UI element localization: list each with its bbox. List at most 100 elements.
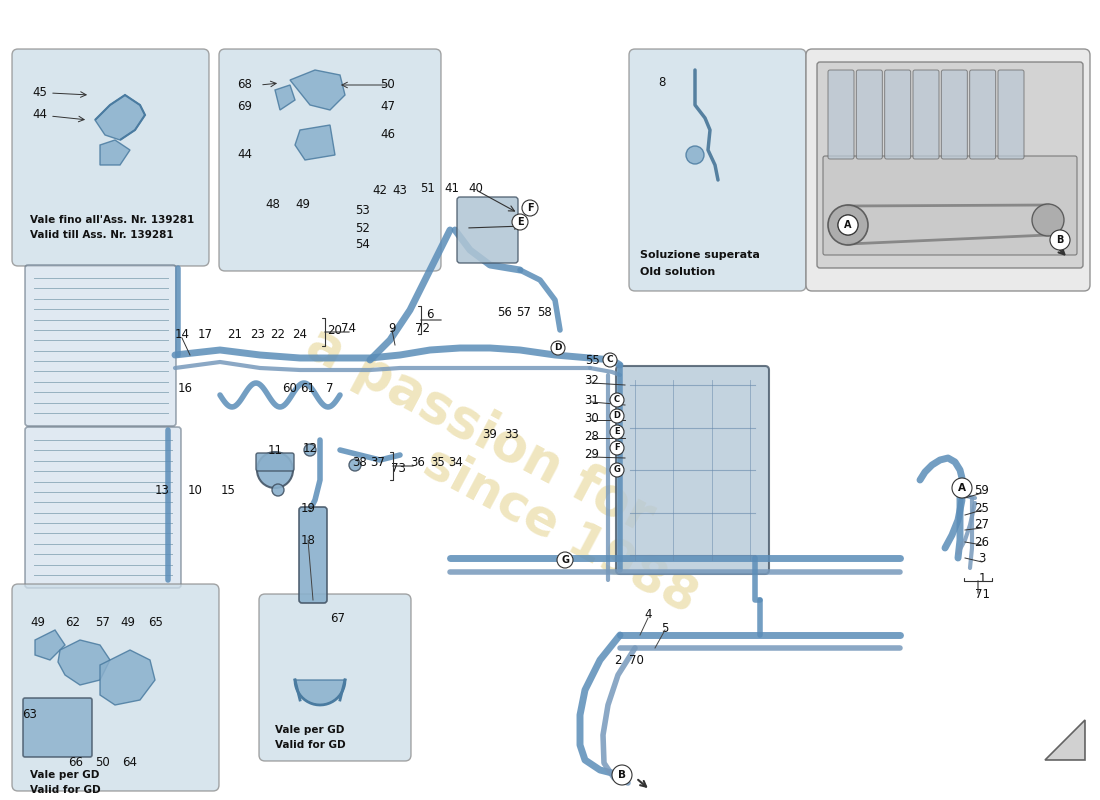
Text: 42: 42 xyxy=(373,183,387,197)
Text: 11: 11 xyxy=(267,443,283,457)
Text: 15: 15 xyxy=(221,483,235,497)
Text: 13: 13 xyxy=(155,483,169,497)
Text: 49: 49 xyxy=(120,615,135,629)
Text: 56: 56 xyxy=(497,306,513,318)
Text: F: F xyxy=(614,443,619,453)
Text: Soluzione superata: Soluzione superata xyxy=(640,250,760,260)
Text: since 1988: since 1988 xyxy=(415,438,705,622)
FancyBboxPatch shape xyxy=(616,366,769,574)
Text: 47: 47 xyxy=(379,101,395,114)
Text: 27: 27 xyxy=(975,518,990,531)
Polygon shape xyxy=(295,680,345,705)
Text: F: F xyxy=(527,203,534,213)
Text: 21: 21 xyxy=(228,329,242,342)
Polygon shape xyxy=(295,125,336,160)
Text: 26: 26 xyxy=(975,535,990,549)
Text: E: E xyxy=(614,427,619,437)
Text: 60: 60 xyxy=(283,382,297,394)
Circle shape xyxy=(612,765,632,785)
Text: 68: 68 xyxy=(236,78,252,91)
Circle shape xyxy=(952,478,972,498)
Text: 41: 41 xyxy=(444,182,460,194)
Text: 38: 38 xyxy=(353,455,367,469)
Polygon shape xyxy=(275,85,295,110)
Text: D: D xyxy=(554,343,562,353)
Text: 23: 23 xyxy=(251,329,265,342)
Text: 18: 18 xyxy=(300,534,316,546)
Text: Old solution: Old solution xyxy=(640,267,715,277)
FancyBboxPatch shape xyxy=(942,70,967,159)
Text: Vale fino all'Ass. Nr. 139281: Vale fino all'Ass. Nr. 139281 xyxy=(30,215,195,225)
FancyBboxPatch shape xyxy=(219,49,441,271)
Text: E: E xyxy=(517,217,524,227)
Text: 36: 36 xyxy=(410,455,426,469)
Text: B: B xyxy=(618,770,626,780)
Text: 71: 71 xyxy=(975,589,990,602)
Text: 49: 49 xyxy=(295,198,310,211)
Text: 17: 17 xyxy=(198,329,212,342)
Text: 57: 57 xyxy=(95,615,110,629)
Text: 44: 44 xyxy=(32,109,47,122)
Text: 39: 39 xyxy=(483,429,497,442)
Circle shape xyxy=(610,425,624,439)
Text: 69: 69 xyxy=(236,101,252,114)
Text: 9: 9 xyxy=(388,322,396,334)
Circle shape xyxy=(551,341,565,355)
Circle shape xyxy=(272,484,284,496)
Polygon shape xyxy=(1045,720,1085,760)
Text: 43: 43 xyxy=(393,183,407,197)
Circle shape xyxy=(349,459,361,471)
Polygon shape xyxy=(290,70,345,110)
Text: C: C xyxy=(607,355,614,365)
Text: 74: 74 xyxy=(341,322,355,334)
FancyBboxPatch shape xyxy=(299,507,327,603)
Polygon shape xyxy=(100,140,130,165)
Circle shape xyxy=(557,552,573,568)
Text: 50: 50 xyxy=(381,78,395,91)
Text: G: G xyxy=(614,466,620,474)
Text: Vale per GD: Vale per GD xyxy=(275,725,344,735)
Text: 63: 63 xyxy=(22,709,37,722)
Text: 25: 25 xyxy=(975,502,989,514)
Circle shape xyxy=(1032,204,1064,236)
FancyBboxPatch shape xyxy=(970,70,996,159)
Text: 16: 16 xyxy=(177,382,192,394)
Text: 58: 58 xyxy=(538,306,552,318)
FancyBboxPatch shape xyxy=(12,49,209,266)
Text: Vale per GD: Vale per GD xyxy=(30,770,99,780)
Text: 4: 4 xyxy=(645,609,651,622)
Text: 3: 3 xyxy=(978,551,986,565)
Text: 49: 49 xyxy=(30,615,45,629)
Text: Valid for GD: Valid for GD xyxy=(30,785,100,795)
Circle shape xyxy=(304,444,316,456)
Text: 72: 72 xyxy=(415,322,429,334)
Text: 73: 73 xyxy=(390,462,406,474)
Text: 59: 59 xyxy=(975,483,989,497)
FancyBboxPatch shape xyxy=(25,427,182,588)
Polygon shape xyxy=(100,650,155,705)
Text: 24: 24 xyxy=(293,329,308,342)
FancyBboxPatch shape xyxy=(258,594,411,761)
Text: 14: 14 xyxy=(175,329,189,342)
Text: 52: 52 xyxy=(355,222,371,234)
Text: 37: 37 xyxy=(371,455,385,469)
FancyBboxPatch shape xyxy=(856,70,882,159)
Circle shape xyxy=(686,146,704,164)
Text: 34: 34 xyxy=(449,455,463,469)
Text: 22: 22 xyxy=(271,329,286,342)
Text: B: B xyxy=(1056,235,1064,245)
Polygon shape xyxy=(58,640,110,685)
Text: 44: 44 xyxy=(236,149,252,162)
Text: 20: 20 xyxy=(328,323,342,337)
Circle shape xyxy=(610,441,624,455)
FancyBboxPatch shape xyxy=(823,156,1077,255)
Text: 48: 48 xyxy=(265,198,279,211)
Text: 64: 64 xyxy=(122,755,138,769)
Text: 65: 65 xyxy=(148,615,163,629)
FancyBboxPatch shape xyxy=(913,70,939,159)
Text: 50: 50 xyxy=(95,755,110,769)
Circle shape xyxy=(522,200,538,216)
Text: Valid till Ass. Nr. 139281: Valid till Ass. Nr. 139281 xyxy=(30,230,174,240)
Text: 62: 62 xyxy=(65,615,80,629)
Text: A: A xyxy=(845,220,851,230)
